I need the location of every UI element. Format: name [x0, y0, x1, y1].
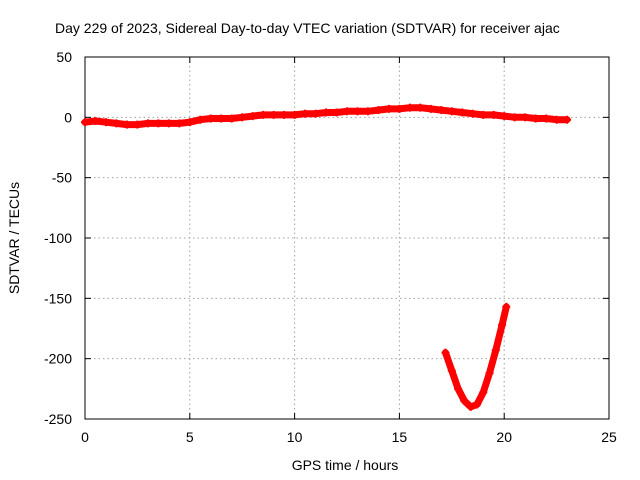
data-point — [332, 108, 341, 117]
x-axis-label: GPS time / hours — [292, 457, 399, 473]
data-point — [454, 384, 463, 393]
data-point — [280, 110, 289, 119]
data-point — [353, 107, 362, 116]
data-point — [164, 119, 173, 128]
data-point — [552, 115, 561, 124]
data-point — [466, 402, 475, 411]
data-point — [311, 109, 320, 118]
y-tick-label: 0 — [64, 109, 72, 125]
y-tick-label: -100 — [44, 230, 72, 246]
data-point — [238, 113, 247, 122]
data-point — [468, 109, 477, 118]
data-point — [227, 114, 236, 123]
data-point — [269, 110, 278, 119]
data-point — [502, 302, 511, 311]
data-point — [491, 346, 500, 355]
tick-labels: 0 5 10 15 20 25 50 0 -50 -100 -150 -200 -250 — [44, 49, 617, 445]
data-point — [521, 113, 530, 122]
data-point — [479, 388, 488, 397]
data-point — [426, 104, 435, 113]
data-point — [91, 116, 100, 125]
y-tick-label: -150 — [44, 290, 72, 306]
data-series — [81, 103, 572, 411]
y-tick-label: -50 — [52, 170, 72, 186]
data-point — [248, 112, 257, 121]
data-point — [384, 104, 393, 113]
chart-title: Day 229 of 2023, Sidereal Day-to-day VTE… — [55, 20, 560, 36]
data-point — [500, 112, 509, 121]
data-point — [458, 108, 467, 117]
x-tick-label: 15 — [392, 429, 408, 445]
x-tick-label: 20 — [496, 429, 512, 445]
data-point — [447, 366, 456, 375]
data-point — [196, 115, 205, 124]
y-tick-label: -200 — [44, 351, 72, 367]
data-point — [531, 114, 540, 123]
data-point — [489, 110, 498, 119]
x-tick-label: 25 — [601, 429, 617, 445]
data-point — [441, 348, 450, 357]
axis-ticks — [84, 56, 610, 420]
data-point — [154, 119, 163, 128]
x-tick-label: 10 — [287, 429, 303, 445]
x-tick-label: 0 — [81, 429, 89, 445]
data-point — [416, 103, 425, 112]
data-point — [206, 114, 215, 123]
x-tick-label: 5 — [186, 429, 194, 445]
data-point — [143, 119, 152, 128]
data-point — [175, 119, 184, 128]
data-point — [542, 114, 551, 123]
y-axis-label: SDTVAR / TECUs — [6, 182, 22, 294]
data-point — [133, 120, 142, 129]
data-point — [185, 118, 194, 127]
data-point — [363, 107, 372, 116]
data-point — [343, 107, 351, 116]
data-point — [460, 396, 469, 405]
data-point — [437, 106, 446, 115]
data-point — [112, 119, 121, 128]
data-point — [485, 369, 494, 378]
data-point — [322, 108, 331, 117]
data-point — [122, 120, 131, 129]
data-point — [259, 110, 268, 119]
data-point — [472, 400, 481, 409]
data-point — [101, 118, 110, 127]
series-2-line — [442, 303, 510, 411]
data-point — [374, 106, 383, 115]
data-point — [498, 320, 507, 329]
y-tick-label: -250 — [44, 411, 72, 427]
data-point — [217, 114, 226, 123]
y-tick-label: 50 — [56, 49, 72, 65]
data-point — [81, 118, 89, 127]
data-point — [479, 110, 488, 119]
data-point — [395, 104, 404, 113]
data-point — [563, 115, 572, 124]
data-point — [290, 110, 299, 119]
data-point — [301, 109, 310, 118]
data-point — [405, 103, 414, 112]
data-point — [447, 107, 456, 116]
data-point — [510, 113, 519, 122]
